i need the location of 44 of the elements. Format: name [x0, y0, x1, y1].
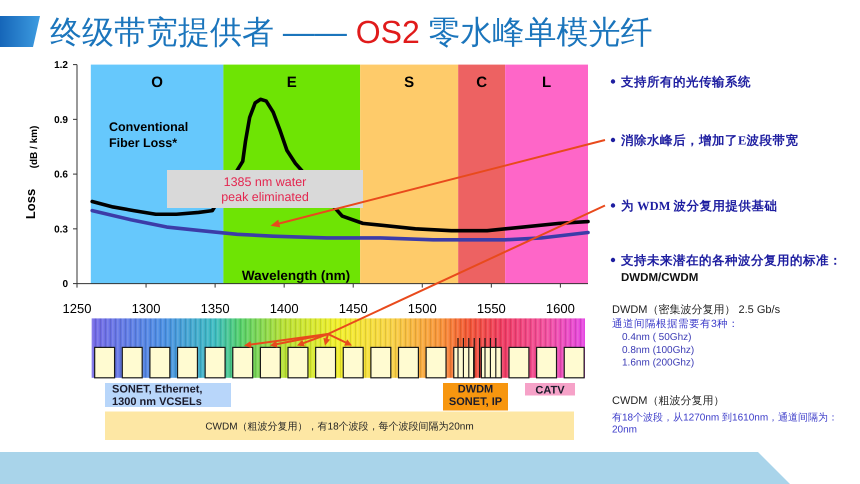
annotation: 1385 nm water peak eliminated: [221, 175, 309, 204]
band-label: L: [542, 74, 552, 92]
x-tick-label: 1600: [546, 301, 575, 316]
x-tick-label: 1350: [200, 301, 230, 316]
annotation: CWDM（粗波分复用），有18个波段，每个波段间隔为20nm: [105, 412, 574, 440]
x-tick-label: 1250: [62, 301, 92, 316]
annotation: 为 WDM 波分复用提供基础: [610, 199, 778, 213]
annotation: 1.6nm (200Ghz): [622, 358, 694, 368]
y-tick-label: 0: [62, 279, 68, 290]
annotation: 0.4nm ( 50Ghz): [622, 332, 692, 343]
annotation: (dB / km): [29, 126, 40, 168]
annotation: 有18个波段，从1270nm 到1610nm，通道间隔为：20nm: [612, 412, 838, 436]
annotation: 支持未来潜在的各种波分复用的标准：: [610, 254, 842, 268]
y-tick-label: 1.2: [54, 60, 68, 72]
x-axis-title: Wavelength (nm): [242, 268, 350, 283]
band: C: [458, 64, 506, 284]
band-label: E: [286, 74, 297, 92]
x-tick-label: 1500: [408, 301, 437, 316]
x-tick-label: 1550: [476, 301, 506, 316]
y-tick-label: 0.6: [54, 170, 68, 181]
y-tick-label: 0.9: [54, 114, 68, 126]
band: L: [505, 64, 588, 284]
x-tick-label: 1450: [338, 301, 368, 316]
annotation: DWDM（密集波分复用） 2.5 Gb/s: [612, 304, 780, 316]
annotation: DWDM/CWDM: [621, 272, 698, 284]
annotation: 通道间隔根据需要有3种：: [612, 318, 739, 330]
text: Conventional Fiber Loss*: [109, 120, 188, 150]
annotation: DWDM SONET, IP: [443, 383, 508, 410]
y-tick-label: 0.3: [54, 224, 68, 236]
band-label: O: [151, 74, 164, 92]
annotation: SONET, Ethernet, 1300 nm VCSELs: [105, 383, 231, 408]
x-tick-label: 1300: [132, 301, 161, 316]
band-label: C: [476, 74, 488, 92]
annotation: 0.8nm (100Ghz): [622, 345, 694, 356]
annotation: CATV: [525, 383, 575, 396]
band-label: S: [404, 74, 414, 92]
annotation: 支持所有的光传输系统: [610, 75, 751, 89]
y-axis-title: Loss: [23, 188, 38, 220]
x-tick-label: 1400: [270, 301, 299, 316]
annotation: 1385 nm water peak eliminated: [167, 170, 363, 208]
annotation: CWDM（粗波分复用）: [612, 395, 724, 407]
band: S: [360, 64, 458, 284]
chart-title: 终级带宽提供者 —— OS2 零水峰单模光纤: [50, 14, 653, 50]
annotation: 消除水峰后，增加了E波段带宽: [610, 134, 798, 148]
